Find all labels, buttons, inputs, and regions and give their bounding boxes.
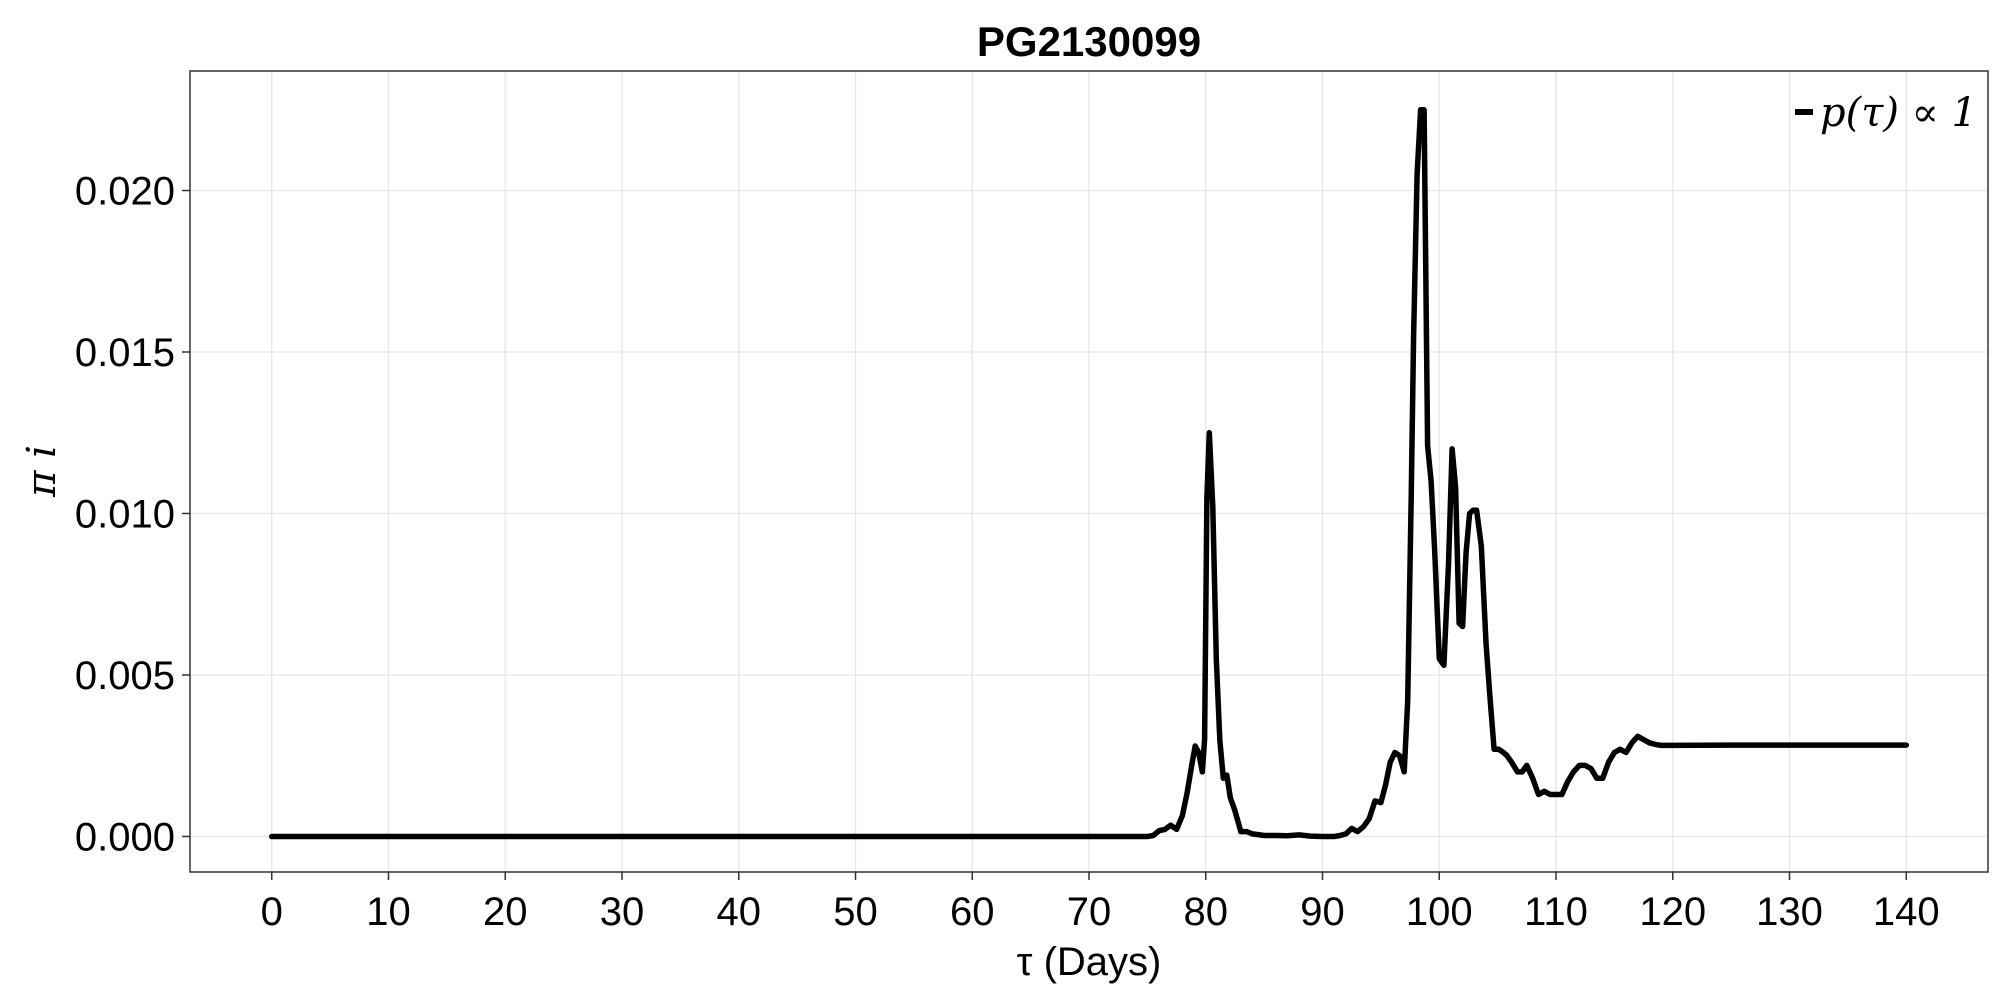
x-tick-label: 40	[716, 890, 761, 934]
x-tick-label: 80	[1184, 890, 1229, 934]
x-tick-label: 0	[261, 890, 283, 934]
y-axis-label: π i	[19, 445, 65, 498]
y-tick-label: 0.000	[75, 815, 175, 859]
x-tick-label: 120	[1639, 890, 1706, 934]
x-tick-label: 30	[600, 890, 645, 934]
x-tick-label: 20	[483, 890, 528, 934]
grid	[190, 71, 1988, 872]
legend-label: p(τ) ∝ 1	[1820, 90, 1977, 136]
chart-title: PG2130099	[977, 18, 1201, 65]
x-tick-label: 50	[833, 890, 878, 934]
x-tick-label: 90	[1300, 890, 1345, 934]
series-line	[268, 107, 1910, 840]
x-tick-label: 110	[1524, 890, 1588, 934]
legend: p(τ) ∝ 1	[1795, 90, 1977, 136]
series-layer	[268, 107, 1910, 840]
y-tick-label: 0.005	[75, 654, 175, 698]
x-tick-label: 10	[366, 890, 411, 934]
x-tick-label: 70	[1067, 890, 1112, 934]
y-tick-label: 0.020	[75, 170, 175, 214]
y-tick-label: 0.010	[75, 492, 175, 536]
x-tick-label: 140	[1873, 890, 1940, 934]
x-tick-label: 60	[950, 890, 995, 934]
x-tick-label: 100	[1406, 890, 1473, 934]
y-tick-label: 0.015	[75, 331, 175, 375]
axis-ticks: 0 10 20 30 40 50 60 70 80 90 100 110 120 130 140 0.000 0…	[75, 170, 1940, 934]
x-tick-label: 130	[1756, 890, 1823, 934]
x-axis-label: τ (Days)	[1017, 940, 1162, 984]
